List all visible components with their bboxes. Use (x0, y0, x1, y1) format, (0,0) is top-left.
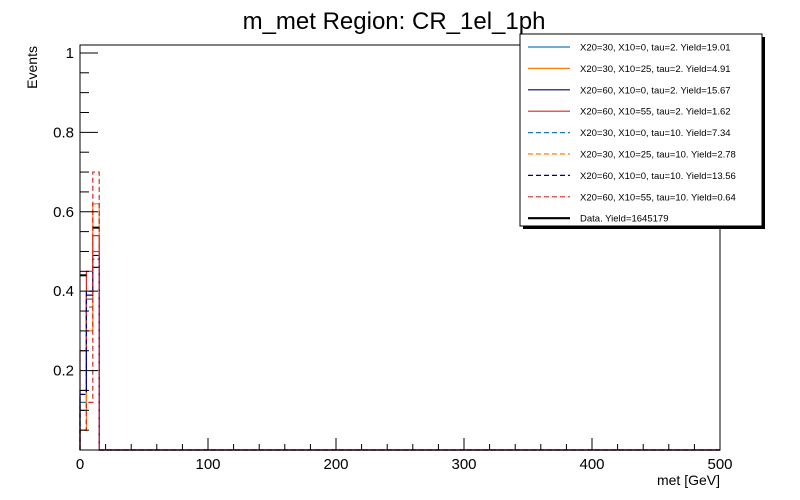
x-tick-label-0: 0 (76, 456, 84, 473)
series-line-6 (79, 254, 720, 451)
series-line-2 (79, 266, 720, 451)
x-tick-label-5: 500 (707, 456, 732, 473)
x-tick-label-1: 100 (195, 456, 220, 473)
series-line-5 (79, 203, 720, 451)
legend-label-2: X20=60, X10=0, tau=2. Yield=15.67 (580, 85, 731, 96)
legend-label-8: Data. Yield=1645179 (580, 214, 668, 225)
x-tick-label-3: 300 (451, 456, 476, 473)
x-axis-label: met [GeV] (657, 472, 720, 488)
chart-title: m_met Region: CR_1el_1ph (243, 8, 546, 35)
y-tick-label-3: 0.8 (53, 124, 74, 141)
series-line-3 (79, 234, 720, 451)
legend-label-0: X20=30, X10=0, tau=2. Yield=19.01 (580, 43, 731, 54)
y-tick-label-2: 0.6 (53, 204, 74, 221)
series-line-1 (79, 203, 720, 451)
y-tick-label-1: 0.4 (53, 283, 74, 300)
legend-box (519, 33, 763, 227)
y-tick-label-4: 1 (66, 45, 74, 62)
series-line-4 (79, 258, 720, 451)
legend-label-1: X20=30, X10=25, tau=2. Yield=4.91 (580, 64, 731, 75)
plot-frame (79, 44, 721, 451)
legend-label-5: X20=30, X10=25, tau=10. Yield=2.78 (580, 150, 736, 161)
axes-group: 0 100 200 300 400 500 0.2 0.4 0.6 0.8 1 (53, 44, 733, 473)
x-tick-label-2: 200 (323, 456, 348, 473)
legend-label-6: X20=60, X10=0, tau=10. Yield=13.56 (580, 171, 736, 182)
legend: X20=30, X10=0, tau=2. Yield=19.01 X20=30,… (519, 33, 765, 229)
legend-label-4: X20=30, X10=0, tau=10. Yield=7.34 (580, 128, 731, 139)
y-axis-label: Events (24, 46, 40, 89)
legend-label-7: X20=60, X10=55, tau=10. Yield=0.64 (580, 192, 736, 203)
series-line-0 (79, 250, 720, 451)
y-tick-label-0: 0.2 (53, 363, 74, 380)
legend-label-3: X20=60, X10=55, tau=2. Yield=1.62 (580, 107, 731, 118)
x-tick-label-4: 400 (579, 456, 604, 473)
